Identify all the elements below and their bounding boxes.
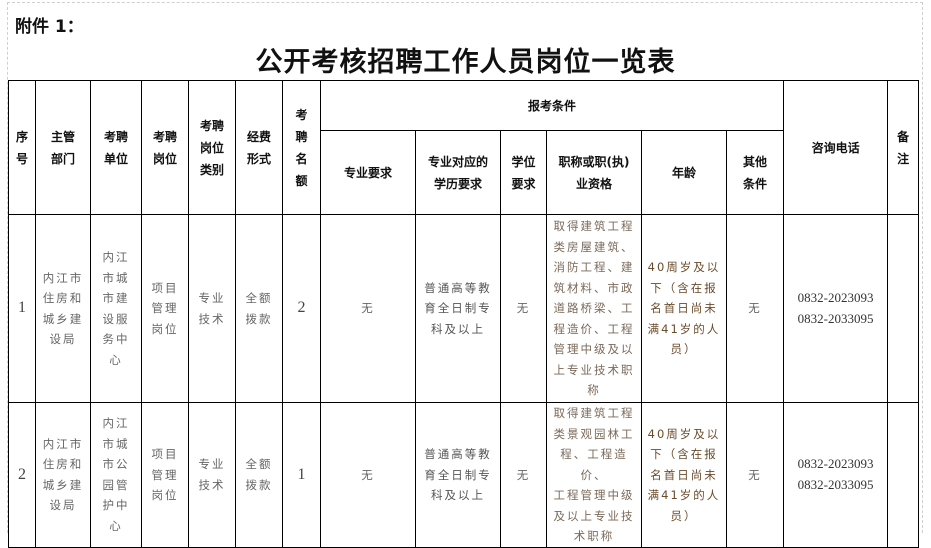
header-qualification: 职称或职(执) 业资格 [546, 130, 642, 215]
cell-quota: 2 [282, 214, 321, 403]
cell-post: 项目 管理 岗位 [141, 214, 189, 403]
cell-phone: 0832-2023093 0832-2033095 [783, 402, 889, 548]
subheader-row: 专业要求 专业对应的 学历要求 学位 要求 职称或职(执) 业资格 年龄 其他 … [9, 130, 919, 215]
cell-qualification: 取得建筑工程 类景观园林工 程、工程造价、 工程管理中级 及以上专业技 术职称 [546, 402, 642, 548]
cell-other: 无 [725, 402, 785, 548]
cell-age: 40周岁及以 下（含在报 名首日尚未 满41岁的人 员） [641, 402, 727, 548]
cell-education: 普通高等教 育全日制专 科及以上 [415, 214, 501, 403]
cell-post-type: 专业 技术 [188, 402, 236, 548]
header-quota: 考 聘 名 额 [282, 80, 321, 215]
header-post-type: 考聘 岗位 类别 [188, 80, 236, 215]
cell-qualification: 取得建筑工程 类房屋建筑、 消防工程、建 筑材料、市政 道路桥梁、工 程造价、工… [546, 214, 642, 403]
cell-post-type: 专业 技术 [188, 214, 236, 403]
cell-funding: 全额 拨款 [235, 214, 283, 403]
cell-other: 无 [725, 214, 785, 403]
cell-seq: 1 [8, 214, 36, 403]
header-degree: 学位 要求 [500, 130, 547, 215]
page-border [7, 2, 923, 533]
cell-age: 40周岁及以 下（含在报 名首日尚未 满41岁的人 员） [641, 214, 727, 403]
cell-unit: 内江 市城 市公 园管 护中 心 [90, 402, 142, 548]
cell-degree: 无 [500, 214, 547, 403]
header-other: 其他 条件 [725, 130, 785, 215]
header-education: 专业对应的 学历要求 [415, 130, 501, 215]
header-funding: 经费 形式 [235, 80, 283, 215]
annex-label: 附件 1： [15, 17, 84, 37]
table-row: 2 内江市 住房和 城乡建 设局 内江 市城 市公 园管 护中 心 项目 管理 … [8, 402, 920, 548]
cell-remark [887, 214, 920, 403]
cell-quota: 1 [282, 402, 321, 548]
cell-funding: 全额 拨款 [235, 402, 283, 548]
header-conditions: 报考条件 [319, 80, 785, 131]
header-post: 考聘 岗位 [141, 80, 189, 215]
table-row: 1 内江市 住房和 城乡建 设局 内江 市城 市建 设服 务中 心 项目 管理 … [8, 214, 920, 403]
cell-degree: 无 [500, 402, 547, 548]
cell-education: 普通高等教 育全日制专 科及以上 [415, 402, 501, 548]
cell-unit: 内江 市城 市建 设服 务中 心 [90, 214, 142, 403]
cell-phone: 0832-2023093 0832-2033095 [783, 214, 889, 403]
header-dept: 主管 部门 [35, 80, 91, 215]
page-title: 公开考核招聘工作人员岗位一览表 [255, 47, 676, 78]
cell-dept: 内江市 住房和 城乡建 设局 [35, 214, 91, 403]
cell-seq: 2 [8, 402, 36, 548]
cell-major: 无 [320, 214, 416, 403]
positions-table: 序 号 主管 部门 考聘 单位 考聘 岗位 考聘 岗位 类别 经费 形式 考 聘… [8, 80, 920, 548]
header-remark: 备 注 [887, 80, 920, 215]
cell-dept: 内江市 住房和 城乡建 设局 [35, 402, 91, 548]
header-unit: 考聘 单位 [90, 80, 142, 215]
header-row: 序 号 主管 部门 考聘 单位 考聘 岗位 考聘 岗位 类别 经费 形式 考 聘… [8, 80, 920, 215]
cell-remark [887, 402, 920, 548]
header-seq: 序 号 [8, 80, 36, 215]
cell-post: 项目 管理 岗位 [141, 402, 189, 548]
cell-major: 无 [320, 402, 416, 548]
header-phone: 咨询电话 [783, 80, 889, 215]
header-age: 年龄 [641, 130, 727, 215]
header-major: 专业要求 [320, 130, 416, 215]
